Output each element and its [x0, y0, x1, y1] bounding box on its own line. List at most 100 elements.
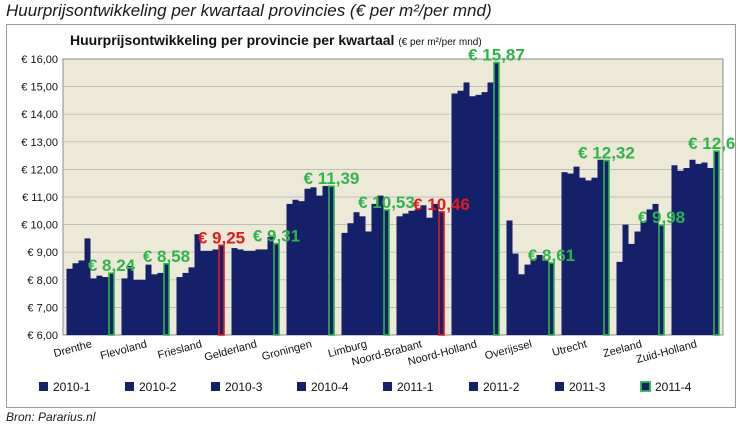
y-tick-label: € 11,00 [22, 192, 58, 204]
bar [671, 165, 678, 335]
legend-swatch [469, 382, 478, 391]
value-label: € 12,32 [578, 144, 635, 163]
x-tick-label: Groningen [261, 338, 314, 363]
bar [151, 274, 158, 335]
bar [72, 263, 79, 335]
bar [176, 277, 183, 335]
bar [212, 249, 219, 335]
bar [255, 249, 262, 335]
bar [622, 224, 629, 335]
bar [365, 231, 372, 335]
legend-label: 2010-2 [139, 380, 177, 394]
y-tick-label: € 9,00 [27, 247, 58, 259]
bar [451, 93, 458, 335]
bar [616, 261, 623, 335]
legend-swatch [640, 381, 651, 392]
bar [121, 278, 128, 335]
bar [512, 253, 519, 335]
bar [347, 223, 354, 335]
bar [597, 159, 604, 335]
legend-swatch [555, 382, 564, 391]
bar [628, 243, 635, 335]
bar [432, 203, 439, 335]
bar [383, 209, 390, 336]
bar [292, 199, 299, 335]
bar [561, 172, 568, 335]
value-label: € 12,66 [688, 134, 735, 153]
bar [506, 220, 513, 335]
value-label: € 8,24 [88, 256, 136, 275]
bar [487, 82, 494, 336]
bar [298, 201, 305, 335]
value-label: € 11,39 [304, 169, 360, 188]
bar [658, 224, 665, 336]
bar [408, 210, 415, 335]
bar [377, 195, 384, 335]
bar [689, 159, 696, 335]
bar [677, 170, 684, 335]
bar [182, 272, 189, 335]
y-tick-label: € 10,00 [21, 220, 58, 232]
bar [78, 260, 85, 335]
legend-label: 2010-1 [53, 380, 91, 394]
legend-swatch [383, 382, 392, 391]
legend-label: 2011-2 [483, 380, 520, 394]
bar [640, 221, 647, 335]
legend-label: 2010-3 [225, 380, 263, 394]
value-label: € 9,25 [198, 228, 245, 247]
bar [701, 162, 708, 335]
bar [261, 249, 268, 335]
bar [102, 277, 109, 335]
value-label: € 10,53 [358, 193, 415, 212]
bar [548, 262, 555, 336]
bar [707, 168, 714, 335]
source-note: Bron: Pararius.nl [6, 410, 96, 424]
bar [108, 272, 115, 336]
y-tick-label: € 15,00 [21, 82, 58, 94]
page-title: Huurprijsontwikkeling per kwartaal provi… [6, 1, 492, 20]
bar [90, 278, 97, 335]
legend-swatch [297, 382, 306, 391]
bar [127, 266, 134, 335]
bar [322, 185, 329, 335]
bar [463, 82, 470, 336]
value-label: € 15,87 [468, 46, 525, 65]
bar [133, 279, 140, 335]
bar [163, 262, 170, 336]
x-tick-label: Drenthe [52, 338, 93, 360]
bar [267, 237, 274, 335]
bar [310, 187, 317, 335]
bar [194, 234, 201, 335]
bar [603, 159, 610, 336]
bar [591, 177, 598, 335]
y-tick-label: € 13,00 [21, 137, 58, 149]
x-tick-label: Friesland [156, 338, 203, 361]
bar [139, 279, 146, 335]
bar [237, 249, 244, 335]
value-label: € 8,61 [528, 246, 575, 265]
y-tick-label: € 12,00 [21, 164, 58, 176]
bar [359, 216, 366, 335]
legend-label: 2011-4 [655, 380, 692, 394]
bar [536, 254, 543, 335]
bar [585, 180, 592, 335]
bar [286, 203, 293, 335]
value-label: € 8,58 [143, 247, 190, 266]
bar [145, 264, 152, 335]
x-tick-label: Flevoland [99, 338, 148, 362]
chart-frame: Huurprijsontwikkeling per provincie per … [6, 24, 740, 408]
value-label: € 9,31 [253, 227, 300, 246]
legend-swatch [39, 382, 48, 391]
bar [157, 272, 164, 335]
bar [402, 213, 409, 335]
bar [518, 274, 525, 335]
y-tick-label: € 8,00 [27, 275, 58, 287]
bar [542, 260, 549, 335]
bar [683, 168, 690, 335]
bar [414, 209, 421, 335]
bar [713, 150, 720, 336]
bar [243, 250, 250, 335]
bar [475, 94, 482, 335]
chart-title-main: Huurprijsontwikkeling per provincie per … [70, 32, 398, 48]
legend-label: 2011-3 [569, 380, 606, 394]
